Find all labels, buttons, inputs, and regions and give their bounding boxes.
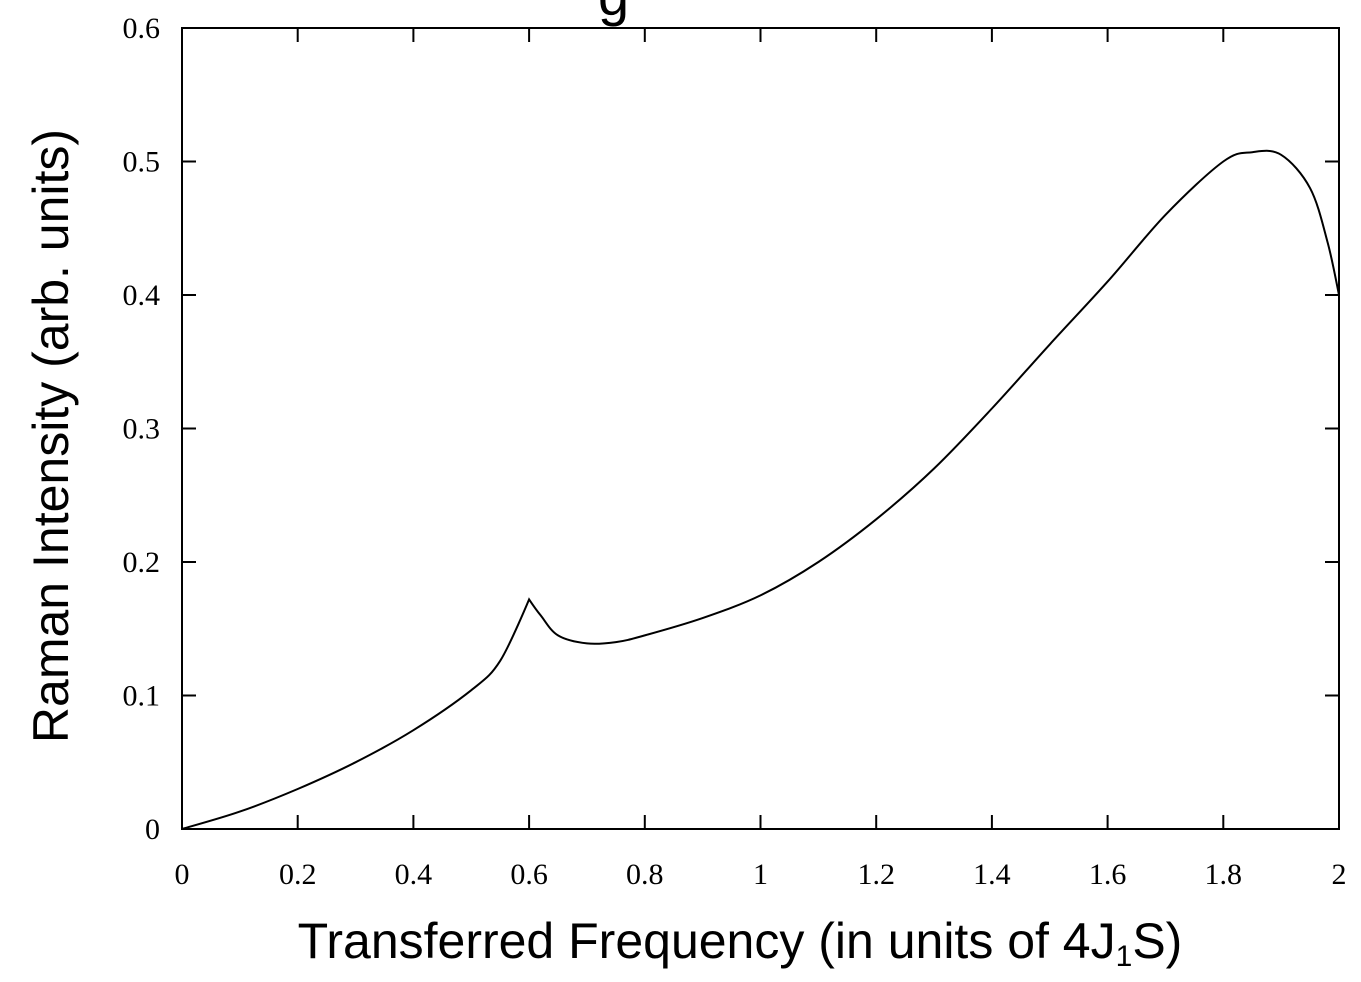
x-tick-labels: 0 0.2 0.4 0.6 0.8 1 1.2 1.4 1.6 1.8 2 <box>175 858 1347 891</box>
y-tick-label: 0.1 <box>123 680 161 713</box>
y-axis-label: Raman Intensity (arb. units) <box>23 129 79 743</box>
intensity-curve <box>181 149 1340 830</box>
y-tick-label: 0.4 <box>123 279 161 312</box>
x-axis-label: Transferred Frequency (in units of 4J1S) <box>298 913 1183 973</box>
y-tick-label: 0.5 <box>123 146 161 179</box>
x-tick-label: 1.6 <box>1089 858 1127 891</box>
x-tick-label: 1.2 <box>857 858 895 891</box>
y-tick-label: 0 <box>145 813 160 846</box>
y-tick-label: 0.2 <box>123 546 161 579</box>
x-tick-label: 0.2 <box>279 858 317 891</box>
chart-title-fragment: g <box>598 0 629 27</box>
plot-frame <box>181 27 1340 830</box>
x-tick-label: 0.6 <box>510 858 548 891</box>
x-tick-label: 1.4 <box>973 858 1011 891</box>
axis-ticks <box>182 28 1339 829</box>
x-tick-label: 2 <box>1332 858 1347 891</box>
x-axis-label-subscript: 1 <box>1116 940 1133 973</box>
x-tick-label: 0.8 <box>626 858 664 891</box>
x-tick-label: 1 <box>753 858 768 891</box>
x-axis-label-tail: S) <box>1132 913 1182 969</box>
y-tick-labels: 0 0.1 0.2 0.3 0.4 0.5 0.6 <box>123 12 161 846</box>
x-tick-label: 1.8 <box>1205 858 1243 891</box>
y-tick-label: 0.3 <box>123 413 161 446</box>
x-tick-label: 0.4 <box>395 858 433 891</box>
y-tick-label: 0.6 <box>123 12 161 45</box>
x-tick-label: 0 <box>175 858 190 891</box>
x-axis-label-main: Transferred Frequency (in units of 4J <box>298 913 1116 969</box>
